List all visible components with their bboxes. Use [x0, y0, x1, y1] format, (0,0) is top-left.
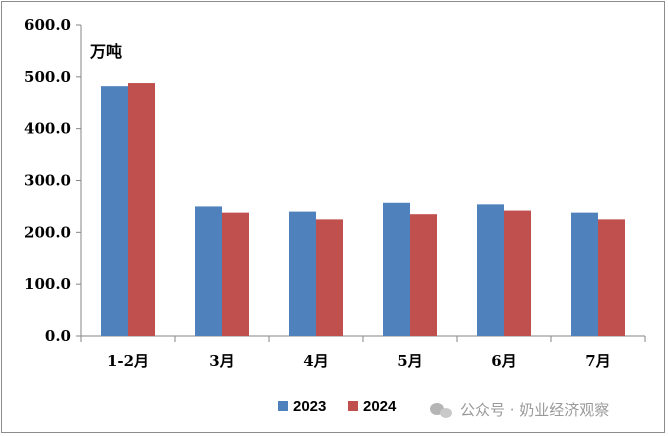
x-category-label: 1-2月 [107, 352, 149, 370]
legend-label-2023: 2023 [293, 398, 326, 415]
bar-2024-7月 [598, 219, 625, 336]
legend: 2023 2024 [278, 398, 397, 415]
x-category-label: 7月 [585, 352, 610, 370]
bar-2023-7月 [571, 212, 598, 336]
bar-2024-5月 [410, 214, 437, 336]
bar-2024-4月 [316, 219, 343, 336]
y-tick-label: 600.0 [24, 16, 71, 34]
chart-axes [80, 25, 645, 337]
bar-2023-6月 [477, 204, 504, 336]
x-category-label: 6月 [491, 352, 516, 370]
bar-2023-4月 [289, 211, 316, 336]
wechat-icon [430, 403, 452, 418]
legend-swatch-2024 [348, 401, 358, 411]
watermark-text: 公众号 · 奶业经济观察 [460, 401, 609, 419]
bars [101, 83, 625, 336]
x-category-label: 3月 [209, 352, 234, 370]
y-axis-unit-label: 万吨 [89, 42, 122, 61]
y-tick-label: 0.0 [45, 327, 71, 345]
bar-2024-1-2月 [128, 83, 155, 336]
y-tick-label: 300.0 [24, 172, 71, 190]
x-category-label: 4月 [303, 352, 328, 370]
legend-swatch-2023 [278, 401, 288, 411]
y-tick-label: 100.0 [24, 275, 71, 293]
bar-2023-5月 [383, 202, 410, 336]
watermark: 公众号 · 奶业经济观察 [430, 401, 609, 419]
y-tick-label: 400.0 [24, 120, 71, 138]
x-category-label: 5月 [397, 352, 422, 370]
bar-2023-3月 [195, 206, 222, 336]
y-tick-label: 200.0 [24, 223, 71, 241]
bar-2024-6月 [504, 210, 531, 336]
legend-label-2024: 2024 [363, 398, 397, 415]
bar-2024-3月 [222, 212, 249, 336]
x-ticks: 1-2月 3月 4月 5月 6月 7月 [80, 336, 646, 370]
y-ticks: 0.0 100.0 200.0 300.0 400.0 500.0 600.0 [24, 16, 81, 345]
bar-2023-1-2月 [101, 86, 128, 336]
y-tick-label: 500.0 [24, 68, 71, 86]
